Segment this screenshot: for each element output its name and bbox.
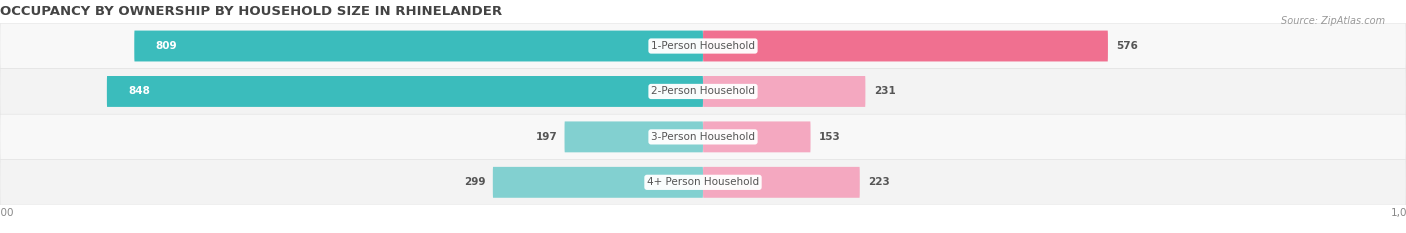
Text: 153: 153 [818,132,841,142]
Text: 4+ Person Household: 4+ Person Household [647,177,759,187]
Text: 809: 809 [155,41,177,51]
FancyBboxPatch shape [107,76,703,107]
Text: 848: 848 [128,86,150,96]
Text: 231: 231 [873,86,896,96]
Text: 223: 223 [869,177,890,187]
Text: 1-Person Household: 1-Person Household [651,41,755,51]
FancyBboxPatch shape [565,121,703,152]
Text: 576: 576 [1116,41,1139,51]
FancyBboxPatch shape [134,31,703,62]
Text: Source: ZipAtlas.com: Source: ZipAtlas.com [1281,16,1385,26]
FancyBboxPatch shape [494,167,703,198]
Text: 299: 299 [464,177,486,187]
Text: 197: 197 [536,132,558,142]
Text: 3-Person Household: 3-Person Household [651,132,755,142]
FancyBboxPatch shape [703,31,1108,62]
FancyBboxPatch shape [703,121,810,152]
FancyBboxPatch shape [0,23,1406,69]
FancyBboxPatch shape [0,160,1406,205]
FancyBboxPatch shape [0,114,1406,160]
Text: 2-Person Household: 2-Person Household [651,86,755,96]
Text: OCCUPANCY BY OWNERSHIP BY HOUSEHOLD SIZE IN RHINELANDER: OCCUPANCY BY OWNERSHIP BY HOUSEHOLD SIZE… [0,5,502,18]
FancyBboxPatch shape [703,167,860,198]
FancyBboxPatch shape [0,69,1406,114]
FancyBboxPatch shape [703,76,866,107]
